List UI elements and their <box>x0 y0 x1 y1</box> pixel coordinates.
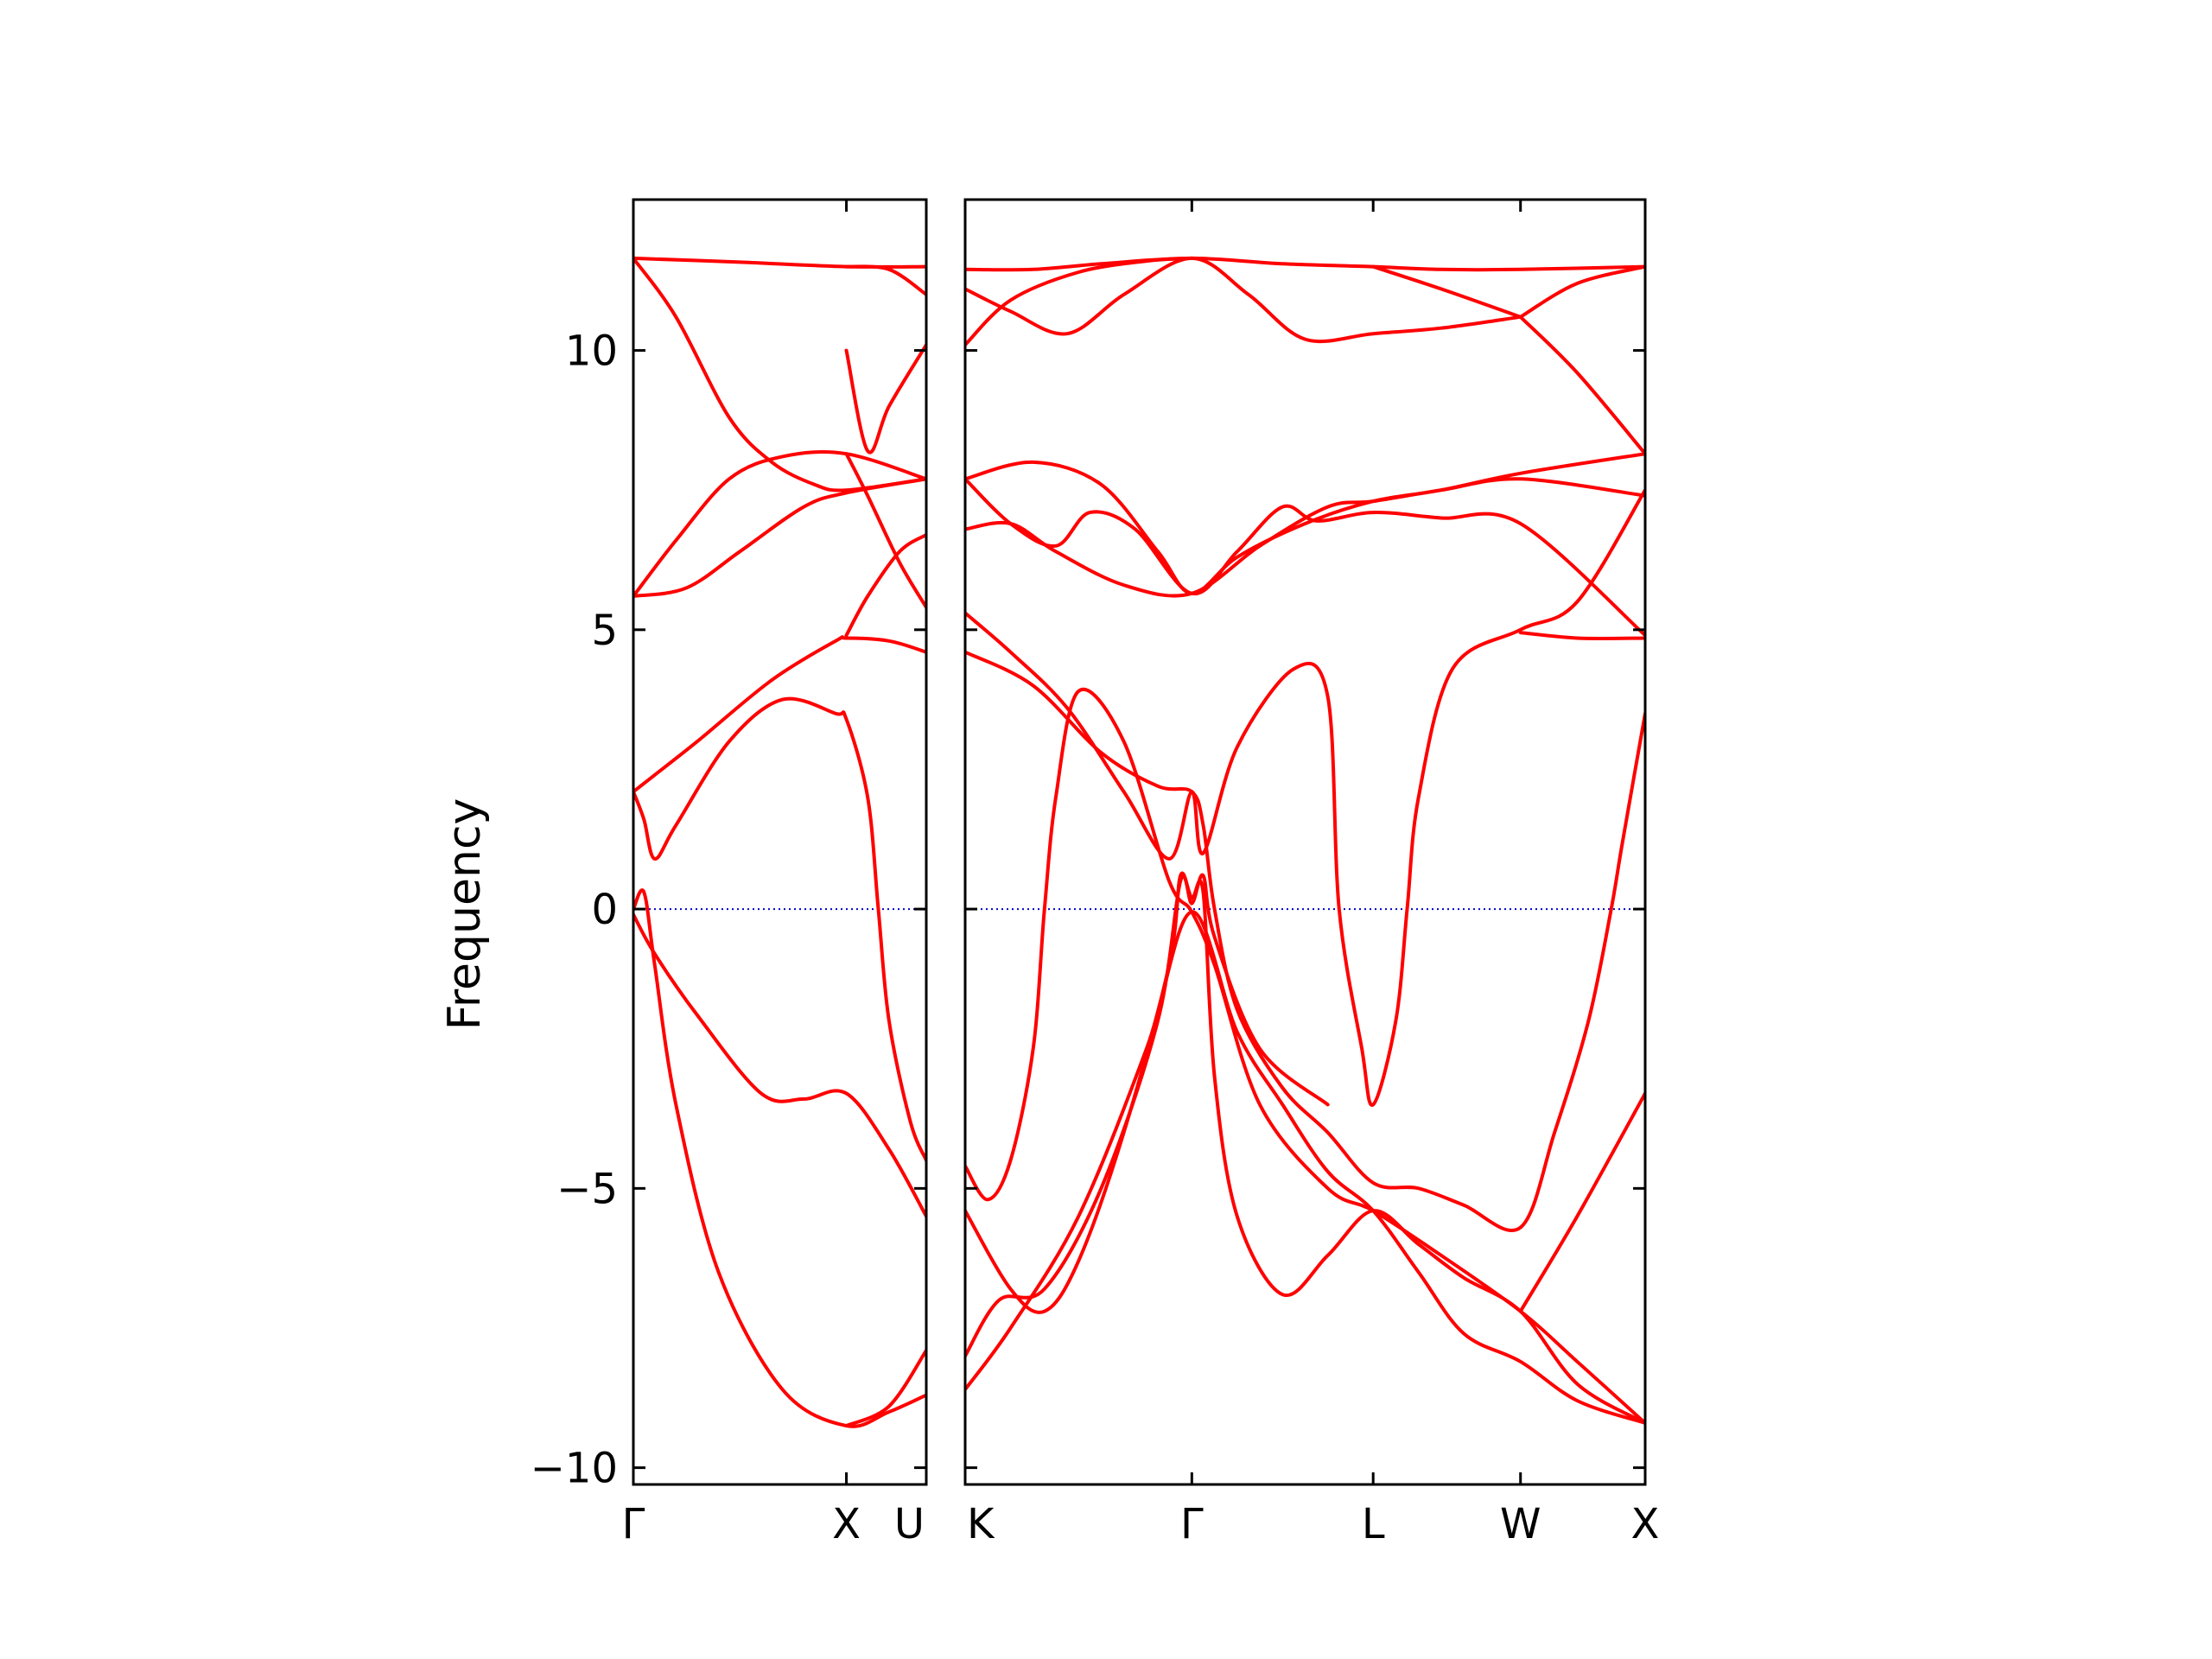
panel-frame <box>963 198 1647 1486</box>
band-line-6 <box>633 696 926 1162</box>
x-tick-label: X <box>832 1500 861 1548</box>
band-line-12 <box>1518 631 1645 640</box>
band-line-12 <box>844 264 926 296</box>
band-line-7 <box>633 888 926 1428</box>
band-line-8 <box>965 477 1645 638</box>
x-tick-label: Γ <box>622 1500 645 1548</box>
x-tick-label: K <box>967 1500 995 1548</box>
band-line-1 <box>633 256 926 269</box>
y-tick-label: 0 <box>591 886 618 934</box>
band-line-4 <box>1371 264 1522 319</box>
band-lines <box>633 256 926 1428</box>
band-line-4 <box>633 477 926 598</box>
band-line-2 <box>965 256 1194 347</box>
band-line-16 <box>965 873 1330 1358</box>
band-line-5 <box>1518 264 1645 319</box>
x-tick-label: L <box>1362 1500 1385 1548</box>
band-line-13 <box>844 1348 926 1428</box>
x-tick-label: W <box>1500 1500 1541 1548</box>
y-tick-label: −10 <box>531 1445 618 1493</box>
band-line-6 <box>1518 315 1645 456</box>
band-line-15 <box>965 910 1645 1425</box>
band-line-11 <box>965 650 1645 1233</box>
band-line-3 <box>965 256 1522 344</box>
band-line-9 <box>965 477 1645 598</box>
band-line-8 <box>633 912 926 1218</box>
x-tick-label: U <box>894 1500 925 1548</box>
band-line-1 <box>965 256 1645 272</box>
y-tick-label: 10 <box>565 327 618 376</box>
band-line-2 <box>633 256 926 493</box>
band-line-10 <box>844 532 926 638</box>
band-line-17 <box>1518 1091 1645 1313</box>
y-tick-label: 5 <box>591 607 618 655</box>
y-tick-label: −5 <box>556 1165 618 1213</box>
band-line-9 <box>844 343 926 454</box>
y-axis: 10 5 0 −5 −10 <box>531 327 618 1493</box>
band-line-10 <box>965 488 1645 1107</box>
panel-frame <box>632 198 928 1486</box>
band-line-14 <box>965 871 1645 1425</box>
band-lines <box>965 256 1645 1425</box>
y-axis-label: Frequency <box>439 798 491 1031</box>
band-line-3 <box>633 450 926 598</box>
band-line-11 <box>844 452 926 609</box>
x-tick-label: X <box>1631 1500 1660 1548</box>
band-line-5 <box>633 635 926 794</box>
x-tick-label: Γ <box>1180 1500 1204 1548</box>
